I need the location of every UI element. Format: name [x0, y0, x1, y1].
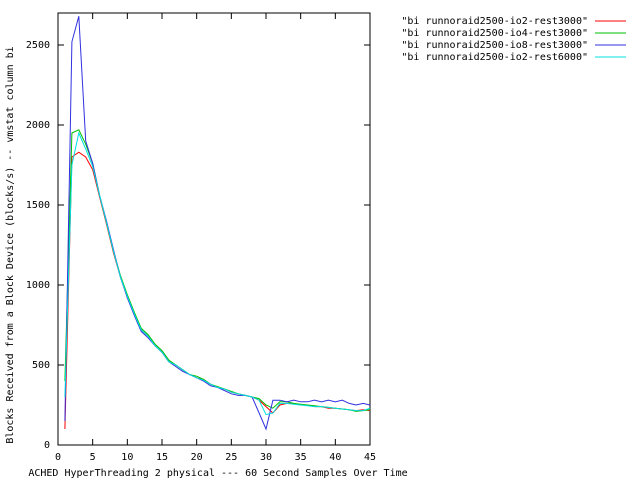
x-tick-label: 30: [260, 452, 272, 463]
y-tick-label: 2000: [26, 120, 50, 131]
x-axis-label: ACHED HyperThreading 2 physical --- 60 S…: [28, 468, 407, 479]
series-line: [64, 131, 371, 416]
y-tick-label: 2500: [26, 40, 50, 51]
legend-label: "bi runnoraid2500-io8-rest3000": [401, 40, 588, 51]
x-tick-label: 0: [55, 452, 61, 463]
x-tick-label: 20: [191, 452, 203, 463]
plot-border: [57, 12, 371, 446]
x-tick-label: 35: [295, 452, 307, 463]
legend-label: "bi runnoraid2500-io2-rest6000": [401, 52, 588, 63]
y-tick-label: 1500: [26, 200, 50, 211]
series-line: [64, 129, 371, 412]
y-tick-label: 0: [44, 440, 50, 451]
y-axis-label: Blocks Received from a Block Device (blo…: [5, 46, 16, 443]
x-tick-label: 10: [121, 452, 133, 463]
x-tick-label: 45: [364, 452, 376, 463]
legend-label: "bi runnoraid2500-io2-rest3000": [401, 16, 588, 27]
x-tick-label: 40: [329, 452, 341, 463]
legend-label: "bi runnoraid2500-io4-rest3000": [401, 28, 588, 39]
x-tick-label: 25: [225, 452, 237, 463]
y-tick-label: 1000: [26, 280, 50, 291]
x-tick-label: 5: [90, 452, 96, 463]
series-line: [64, 16, 371, 431]
y-tick-label: 500: [32, 360, 50, 371]
x-tick-label: 15: [156, 452, 168, 463]
